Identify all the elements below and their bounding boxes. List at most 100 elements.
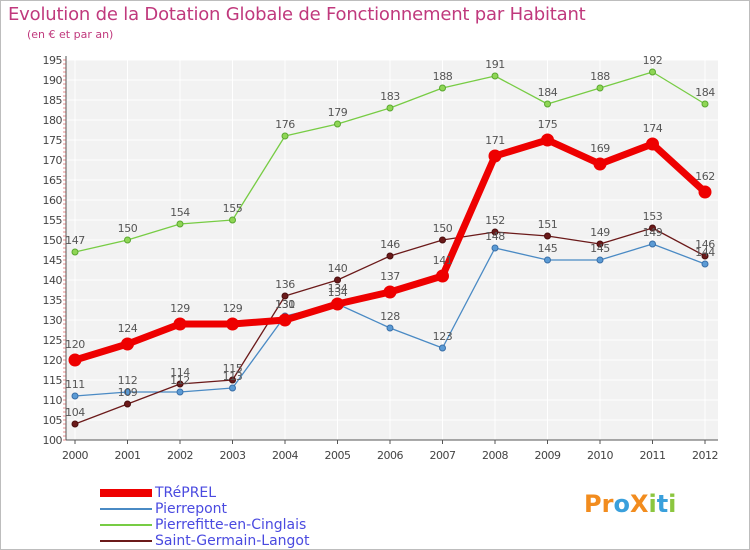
- data-label-pierrepont: 112: [118, 374, 138, 387]
- x-tick-label: 2003: [220, 449, 246, 462]
- data-point-saint-germain-langot: [124, 400, 131, 408]
- data-label-saint-germain-langot: 151: [538, 218, 558, 231]
- y-tick-label: 105: [43, 414, 63, 427]
- data-label-tr-prel: 175: [538, 118, 558, 131]
- data-point-pierrefitte-en-cinglais: [176, 220, 184, 228]
- data-label-saint-germain-langot: 136: [275, 278, 295, 291]
- legend-swatch: [100, 489, 152, 497]
- data-label-pierrefitte-en-cinglais: 184: [538, 86, 558, 99]
- data-point-pierrepont: [229, 384, 236, 392]
- y-tick-label: 130: [43, 314, 63, 327]
- data-point-saint-germain-langot: [701, 252, 709, 260]
- x-tick-label: 2007: [430, 449, 456, 462]
- y-tick-label: 160: [43, 194, 63, 207]
- data-label-tr-prel: 124: [118, 322, 138, 335]
- data-label-pierrefitte-en-cinglais: 150: [118, 222, 138, 235]
- data-point-tr-prel: [436, 269, 449, 283]
- data-label-pierrefitte-en-cinglais: 155: [223, 202, 243, 215]
- data-point-pierrepont: [71, 392, 79, 400]
- legend-swatch: [100, 540, 152, 542]
- data-point-pierrepont: [386, 324, 394, 332]
- data-label-saint-germain-langot: 153: [643, 210, 663, 223]
- data-point-tr-prel: [383, 285, 397, 299]
- y-tick-label: 170: [43, 154, 63, 167]
- x-tick-label: 2009: [535, 449, 561, 462]
- data-point-pierrepont: [701, 260, 709, 268]
- data-label-pierrefitte-en-cinglais: 188: [590, 70, 610, 83]
- x-tick-label: 2006: [377, 449, 403, 462]
- data-point-pierrefitte-en-cinglais: [71, 248, 79, 256]
- chart-subtitle: (en € et par an): [27, 28, 114, 41]
- logo-letter: P: [584, 490, 602, 518]
- data-point-tr-prel: [488, 149, 502, 163]
- legend-swatch: [100, 524, 152, 526]
- y-tick-label: 190: [43, 74, 63, 87]
- data-label-pierrefitte-en-cinglais: 188: [433, 70, 453, 83]
- x-tick-label: 2011: [640, 449, 666, 462]
- data-label-tr-prel: 120: [65, 338, 85, 351]
- data-point-saint-germain-langot: [439, 236, 446, 244]
- data-point-tr-prel: [173, 317, 187, 331]
- data-point-pierrefitte-en-cinglais: [544, 100, 551, 108]
- data-label-pierrepont: 131: [275, 298, 295, 311]
- data-label-pierrepont: 149: [643, 226, 663, 239]
- data-point-pierrefitte-en-cinglais: [334, 120, 341, 128]
- data-label-tr-prel: 137: [380, 270, 400, 283]
- data-point-saint-germain-langot: [386, 252, 394, 260]
- y-tick-label: 125: [43, 334, 63, 347]
- data-point-saint-germain-langot: [649, 224, 656, 232]
- data-point-pierrepont: [596, 256, 604, 264]
- data-label-pierrepont: 111: [65, 378, 85, 391]
- data-label-tr-prel: 174: [643, 122, 663, 135]
- data-label-pierrepont: 113: [223, 370, 243, 383]
- legend-label: Pierrefitte-en-Cinglais: [155, 517, 307, 533]
- data-label-saint-germain-langot: 114: [170, 366, 190, 379]
- logo-letter: t: [656, 490, 669, 518]
- data-label-pierrefitte-en-cinglais: 183: [380, 90, 400, 103]
- data-label-pierrefitte-en-cinglais: 176: [275, 118, 295, 131]
- data-label-tr-prel: 169: [590, 142, 610, 155]
- logo-letter: i: [648, 490, 657, 518]
- legend-label: Saint-Germain-Langot: [155, 533, 310, 549]
- data-label-tr-prel: 129: [223, 302, 243, 315]
- y-tick-label: 195: [43, 54, 63, 67]
- data-label-pierrefitte-en-cinglais: 191: [485, 58, 505, 71]
- data-point-tr-prel: [593, 157, 607, 171]
- data-point-tr-prel: [121, 337, 134, 351]
- logo-letter: i: [668, 490, 677, 518]
- data-point-pierrepont: [124, 388, 131, 396]
- data-label-pierrepont: 112: [170, 374, 190, 387]
- data-point-pierrefitte-en-cinglais: [649, 68, 656, 76]
- data-point-pierrefitte-en-cinglais: [439, 84, 446, 92]
- x-tick-label: 2001: [115, 449, 141, 462]
- data-point-saint-germain-langot: [281, 292, 289, 300]
- data-point-tr-prel: [698, 185, 712, 199]
- y-tick-label: 100: [43, 434, 63, 447]
- data-point-pierrepont: [649, 240, 656, 248]
- data-label-saint-germain-langot: 149: [590, 226, 610, 239]
- y-tick-label: 140: [43, 274, 63, 287]
- legend-swatch: [100, 508, 152, 510]
- data-point-pierrepont: [491, 244, 499, 252]
- y-tick-label: 120: [43, 354, 63, 367]
- x-tick-label: 2000: [62, 449, 88, 462]
- y-tick-label: 150: [43, 234, 63, 247]
- data-point-saint-germain-langot: [71, 420, 79, 428]
- data-label-pierrefitte-en-cinglais: 179: [328, 106, 348, 119]
- data-point-saint-germain-langot: [334, 276, 341, 284]
- data-label-saint-germain-langot: 140: [328, 262, 348, 275]
- data-point-pierrefitte-en-cinglais: [596, 84, 604, 92]
- data-label-saint-germain-langot: 146: [695, 238, 715, 251]
- data-label-pierrepont: 145: [538, 242, 558, 255]
- data-label-tr-prel: 130: [275, 298, 295, 311]
- y-tick-label: 185: [43, 94, 63, 107]
- data-label-saint-germain-langot: 152: [485, 214, 505, 227]
- data-label-saint-germain-langot: 146: [380, 238, 400, 251]
- logo-letter: o: [613, 490, 630, 518]
- data-label-saint-germain-langot: 150: [433, 222, 453, 235]
- data-label-pierrepont: 148: [485, 230, 505, 243]
- data-point-tr-prel: [331, 297, 344, 311]
- legend-label: TRéPREL: [155, 485, 217, 501]
- data-point-pierrefitte-en-cinglais: [124, 236, 131, 244]
